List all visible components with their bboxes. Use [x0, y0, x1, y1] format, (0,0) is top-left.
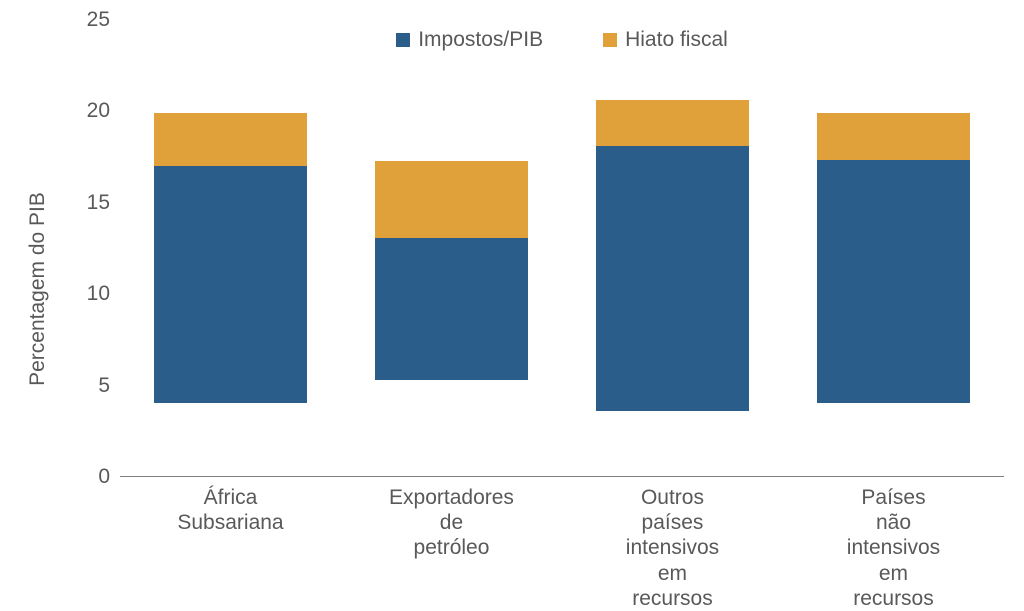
y-tick-label: 15: [87, 191, 120, 215]
bar-segment-impostos_pib: [154, 166, 306, 403]
y-tick-label: 0: [98, 465, 120, 489]
y-tick-label: 20: [87, 99, 120, 123]
bar-segment-hiato_fiscal: [154, 113, 306, 165]
bar-group: Países não intensivos em recursos: [817, 20, 969, 477]
bar-segment-hiato_fiscal: [596, 100, 748, 145]
category-label: África Subsariana: [177, 477, 283, 535]
y-axis-title: Percentagem do PIB: [26, 192, 50, 386]
bar-segment-hiato_fiscal: [817, 113, 969, 160]
category-label: Exportadores de petróleo: [389, 477, 514, 561]
bar-stack: [817, 113, 969, 477]
bar-group: África Subsariana: [154, 20, 306, 477]
category-label: Países não intensivos em recursos: [847, 477, 940, 611]
bar-segment-hiato_fiscal: [375, 161, 527, 238]
bar-stack: [375, 161, 527, 477]
chart-container: Percentagem do PIB Impostos/PIB Hiato fi…: [0, 0, 1024, 577]
y-tick-label: 10: [87, 282, 120, 306]
bars: África Subsariana Exportadores de petróle…: [120, 20, 1004, 477]
bar-segment-impostos_pib: [375, 238, 527, 380]
bar-group: Outros países intensivos em recursos: [596, 20, 748, 477]
bar-stack: [596, 100, 748, 477]
category-label: Outros países intensivos em recursos: [626, 477, 719, 611]
plot-area: Impostos/PIB Hiato fiscal 0510152025 Áfr…: [120, 20, 1004, 477]
bar-segment-impostos_pib: [817, 160, 969, 403]
y-tick-label: 25: [87, 8, 120, 32]
bar-stack: [154, 113, 306, 477]
bar-segment-impostos_pib: [596, 146, 748, 411]
y-tick-label: 5: [98, 374, 120, 398]
bar-group: Exportadores de petróleo: [375, 20, 527, 477]
